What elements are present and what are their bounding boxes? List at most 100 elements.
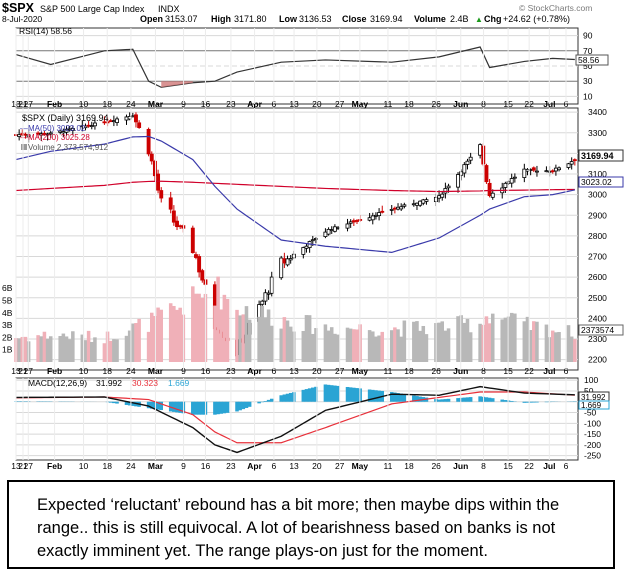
high-label: High [211,14,231,24]
volume-bar [168,303,173,362]
candle-body [171,210,176,223]
volume-bar [241,314,246,362]
x-tick-label: 11 [384,461,393,471]
macd-histogram-bar [178,401,182,413]
macd-histogram-bar [156,401,160,410]
macd-histogram-bar [389,392,394,402]
rsi-tick-label: 30 [583,76,593,86]
x-tick-label: 15 [503,461,513,471]
volume-bar [301,330,306,362]
candle-body [17,134,22,137]
macd-histogram-bar [304,389,309,402]
x-tick-label: 23 [226,461,236,471]
volume-bar [513,313,517,362]
volume-bar [134,323,138,362]
price-tick-label: 2900 [588,210,607,220]
candle-body [336,226,340,229]
candle-body [48,132,53,135]
volume-bar [269,325,274,362]
rsi-tick-label: 90 [583,31,593,41]
volume-bar [112,339,116,362]
candle-body [70,128,75,131]
volume-bar [412,321,416,362]
volume-bar [149,312,154,362]
volume-bar [83,340,88,362]
volume-bar [17,338,21,362]
volume-bar [127,330,132,362]
macd-histogram-bar [348,387,353,402]
volume-bar [421,325,426,362]
volume-bar [282,317,287,362]
volume-bar [484,316,489,362]
price-tick-label: 3300 [588,128,607,138]
macd-panel: 100500-50-100-150-200-250 [14,375,601,461]
close-label: Close [342,14,367,24]
candle-body [111,120,116,123]
candle-body [522,168,527,178]
candle-body [553,167,558,172]
volume-bar [446,328,451,362]
volume-bar [522,321,527,362]
macd-histogram-bar [326,384,331,402]
volume-bar [418,330,422,362]
price-tick-label: 2400 [588,313,607,323]
volume-bar [61,333,66,362]
volume-bar [238,315,242,362]
candle-body [478,144,483,156]
x-tick-label: 8 [481,366,486,376]
macd-histogram-bar [159,401,164,411]
candle-body [137,122,142,128]
rsi-value-tag: 58.56 [575,54,609,66]
macd-histogram-bar [490,398,495,402]
macd-histogram-bar [235,401,239,412]
x-tick-label: 20 [312,461,322,471]
macd-histogram-bar [367,389,372,402]
price-tick-label: 2800 [588,231,607,241]
volume-bar [566,325,571,362]
candle-body [484,165,489,183]
macd-histogram-bar [112,401,116,404]
x-tick-label: 9 [181,366,186,376]
candle-body [456,174,460,188]
price-legend-main: $SPX (Daily) 3169.94 [22,113,109,123]
low-label: Low [279,14,298,24]
macd-histogram-bar [172,401,176,412]
high-value: 3171.80 [234,14,267,24]
candle-body [175,220,179,228]
volume-bar [257,316,261,362]
macd-histogram-bar [191,401,195,415]
volume-bar [153,316,157,362]
candle-body [313,238,318,240]
price-tick-label: 2200 [588,355,607,365]
ma50-swatch: — [20,124,28,133]
volume-bar [219,309,223,362]
volume-bar [374,336,378,362]
x-tick-label: 21 [18,366,28,376]
volume-bar [178,307,182,362]
svg-text:58.56: 58.56 [578,55,600,65]
ma200-legend: MA(200) 3025.28 [28,133,90,142]
x-tick-label: Jun [453,461,468,471]
x-tick-label: 16 [201,366,211,376]
candle-body [146,128,151,155]
macd-histogram-bar [465,397,470,402]
volume-bar [424,334,429,362]
ma50-value-tag: 3023.02 [578,176,624,188]
x-tick-label: 16 [201,461,211,471]
macd-histogram-bar [329,385,334,402]
stockcharts-watermark: © StockCharts.com [519,3,592,13]
macd-histogram-bar [535,401,539,403]
candle-body [149,153,154,162]
x-tick-label: 24 [126,461,136,471]
macd-histogram-bar [279,395,283,402]
candle-body [108,120,113,123]
candle-body [348,221,353,224]
macd-histogram-bar [282,394,287,402]
volume-bar [345,327,350,362]
macd-histogram-bar [525,401,530,403]
volume-bar [573,339,577,362]
macd-histogram-bar [446,398,451,402]
candle-body [156,173,161,191]
volume-bar [465,318,470,362]
macd-histogram-bar [371,389,375,402]
